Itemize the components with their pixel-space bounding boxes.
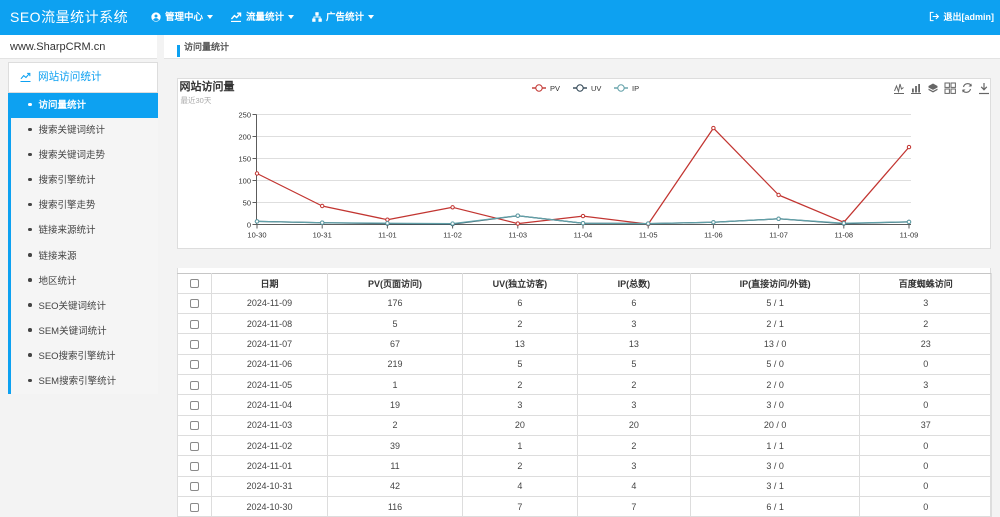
svg-text:11-08: 11-08 (834, 231, 853, 240)
svg-text:11-07: 11-07 (769, 231, 788, 240)
svg-text:11-06: 11-06 (704, 231, 723, 240)
svg-text:11-01: 11-01 (378, 231, 397, 240)
svg-text:IP: IP (632, 84, 639, 93)
svg-text:UV: UV (591, 84, 601, 93)
svg-text:50: 50 (243, 199, 251, 208)
svg-text:11-03: 11-03 (508, 231, 527, 240)
svg-text:150: 150 (238, 155, 251, 164)
svg-text:11-05: 11-05 (639, 231, 658, 240)
svg-text:0: 0 (247, 221, 251, 230)
svg-text:11-09: 11-09 (900, 231, 919, 240)
svg-text:PV: PV (550, 84, 560, 93)
svg-text:11-02: 11-02 (443, 231, 462, 240)
svg-text:200: 200 (238, 133, 251, 142)
svg-text:10-31: 10-31 (313, 231, 332, 240)
svg-text:250: 250 (238, 111, 251, 120)
svg-text:11-04: 11-04 (574, 231, 593, 240)
svg-text:100: 100 (238, 177, 251, 186)
svg-text:10-30: 10-30 (247, 231, 266, 240)
